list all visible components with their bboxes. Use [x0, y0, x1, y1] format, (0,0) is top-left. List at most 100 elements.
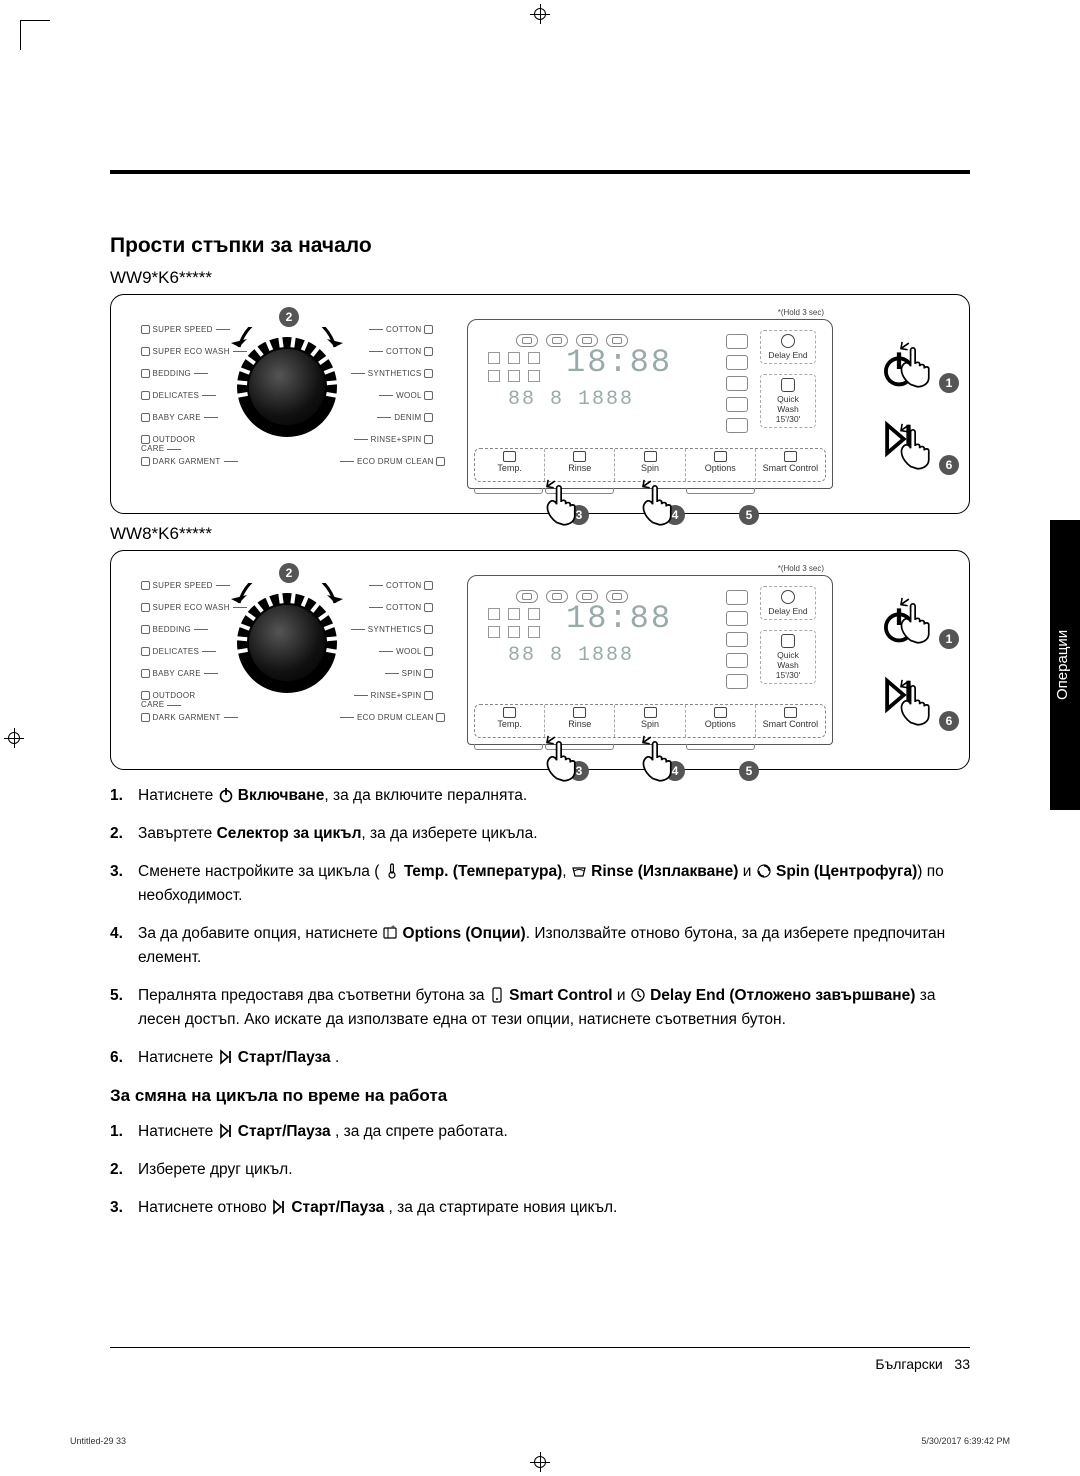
print-footer-right: 5/30/2017 6:39:42 PM	[921, 1436, 1010, 1446]
callout-1: 1	[939, 629, 959, 649]
steps-list-main: Натиснете Включване, за да включите пера…	[110, 784, 970, 1070]
program-label: DENIM	[337, 413, 433, 422]
top-rule	[110, 170, 970, 174]
smart-control-icon	[489, 987, 505, 1003]
hand-icon	[893, 421, 935, 463]
segment-time: 18:88	[566, 344, 672, 381]
soft-button: Temp.	[475, 705, 545, 737]
program-label: BABY CARE	[141, 669, 237, 678]
footer-language: Български	[875, 1356, 942, 1372]
step-item: Сменете настройките за цикъла ( Temp. (Т…	[110, 860, 970, 908]
program-label: RINSE+SPIN	[337, 691, 433, 700]
hand-icon	[635, 733, 677, 775]
quick-options: Delay End QuickWash15'/30'	[760, 330, 816, 438]
step-item: За да добавите опция, натиснете Options …	[110, 922, 970, 970]
callout-5: 5	[739, 761, 759, 781]
program-label: SYNTHETICS	[337, 369, 433, 378]
segment-time: 18:88	[566, 600, 672, 637]
program-label: SUPER ECO WASH	[141, 603, 237, 612]
thermometer-icon	[384, 863, 400, 879]
registration-mark-left	[4, 728, 24, 748]
program-label: RINSE+SPIN	[337, 435, 433, 444]
steps-list-sub: Натиснете Старт/Пауза , за да спрете раб…	[110, 1120, 970, 1220]
soft-button: Options	[686, 705, 756, 737]
step-item: Натиснете Старт/Пауза .	[110, 1046, 970, 1070]
program-label: DARK GARMENT	[141, 713, 237, 722]
program-label: OUTDOORCARE	[141, 435, 237, 453]
hand-icon	[539, 477, 581, 519]
program-label: WOOL	[337, 647, 433, 656]
soft-button: Temp.	[475, 449, 545, 481]
indicator-icons	[488, 608, 542, 638]
segment-sub: 88 8 1888	[508, 644, 634, 667]
program-label: BEDDING	[141, 625, 237, 634]
program-label: SUPER SPEED	[141, 325, 237, 334]
program-label: DELICATES	[141, 391, 237, 400]
soft-button: Smart Control	[756, 449, 825, 481]
indicator-icons	[488, 352, 542, 382]
status-icon-column	[726, 590, 750, 689]
footer-rule	[110, 1347, 970, 1348]
soft-button: Smart Control	[756, 705, 825, 737]
program-label: SUPER SPEED	[141, 581, 237, 590]
program-label: COTTON	[337, 347, 433, 356]
model-label-a: WW9*K6*****	[110, 268, 970, 288]
model-label-b: WW8*K6*****	[110, 524, 970, 544]
step-item: Натиснете Включване, за да включите пера…	[110, 784, 970, 808]
step-item: Изберете друг цикъл.	[110, 1158, 970, 1182]
page-footer: Български 33	[875, 1356, 970, 1372]
program-label: OUTDOORCARE	[141, 691, 237, 709]
program-label: COTTON	[337, 325, 433, 334]
cycle-dial	[237, 593, 337, 693]
callout-2: 2	[279, 307, 299, 327]
spin-icon	[756, 863, 772, 879]
hand-icon	[539, 733, 581, 775]
step-item: Пералнята предоставя два съответни бутон…	[110, 984, 970, 1032]
registration-mark-bottom	[530, 1452, 550, 1472]
callout-6: 6	[939, 711, 959, 731]
cycle-dial	[237, 337, 337, 437]
hand-icon	[893, 595, 935, 637]
page-content: Прости стъпки за начало WW9*K6***** SUPE…	[110, 170, 970, 1306]
program-label: WOOL	[337, 391, 433, 400]
power-icon	[218, 787, 234, 803]
callout-1: 1	[939, 373, 959, 393]
status-icon-column	[726, 334, 750, 433]
section-title: Прости стъпки за начало	[110, 234, 970, 258]
program-label: ECO DRUM CLEAN	[337, 713, 433, 722]
basin-icon	[571, 863, 587, 879]
hold-note: *(Hold 3 sec)	[778, 308, 824, 317]
control-panel-figure-b: SUPER SPEED SUPER ECO WASH BEDDING DELIC…	[110, 550, 970, 770]
callout-6: 6	[939, 455, 959, 475]
control-panel-figure-a: SUPER SPEED SUPER ECO WASH BEDDING DELIC…	[110, 294, 970, 514]
clock-icon	[630, 987, 646, 1003]
quick-options: Delay End QuickWash15'/30'	[760, 586, 816, 694]
display-region: *(Hold 3 sec) 18:88 88 8 1888 Delay End …	[467, 319, 833, 489]
program-label: SUPER ECO WASH	[141, 347, 237, 356]
dial-region: SUPER SPEED SUPER ECO WASH BEDDING DELIC…	[127, 305, 447, 503]
registration-mark-top	[530, 4, 550, 24]
program-label: COTTON	[337, 603, 433, 612]
dial-region: SUPER SPEED SUPER ECO WASH BEDDING DELIC…	[127, 561, 447, 759]
print-footer-left: Untitled-29 33	[70, 1436, 126, 1446]
hand-icon	[893, 677, 935, 719]
program-label: SPIN	[337, 669, 433, 678]
program-label: ECO DRUM CLEAN	[337, 457, 433, 466]
display-region: *(Hold 3 sec) 18:88 88 8 1888 Delay End …	[467, 575, 833, 745]
callout-5: 5	[739, 505, 759, 525]
play-pause-icon	[271, 1199, 287, 1215]
options-icon	[382, 925, 398, 941]
program-label: DARK GARMENT	[141, 457, 237, 466]
hand-icon	[635, 477, 677, 519]
callout-2: 2	[279, 563, 299, 583]
hand-icon	[893, 339, 935, 381]
side-tab-chapter: Операции	[1050, 520, 1080, 810]
step-item: Натиснете отново Старт/Пауза , за да ста…	[110, 1196, 970, 1220]
play-pause-icon	[218, 1123, 234, 1139]
step-item: Натиснете Старт/Пауза , за да спрете раб…	[110, 1120, 970, 1144]
hold-note: *(Hold 3 sec)	[778, 564, 824, 573]
footer-page-number: 33	[954, 1356, 970, 1372]
crop-mark	[20, 20, 50, 50]
program-label: BABY CARE	[141, 413, 237, 422]
subsection-title: За смяна на цикъла по време на работа	[110, 1086, 970, 1106]
